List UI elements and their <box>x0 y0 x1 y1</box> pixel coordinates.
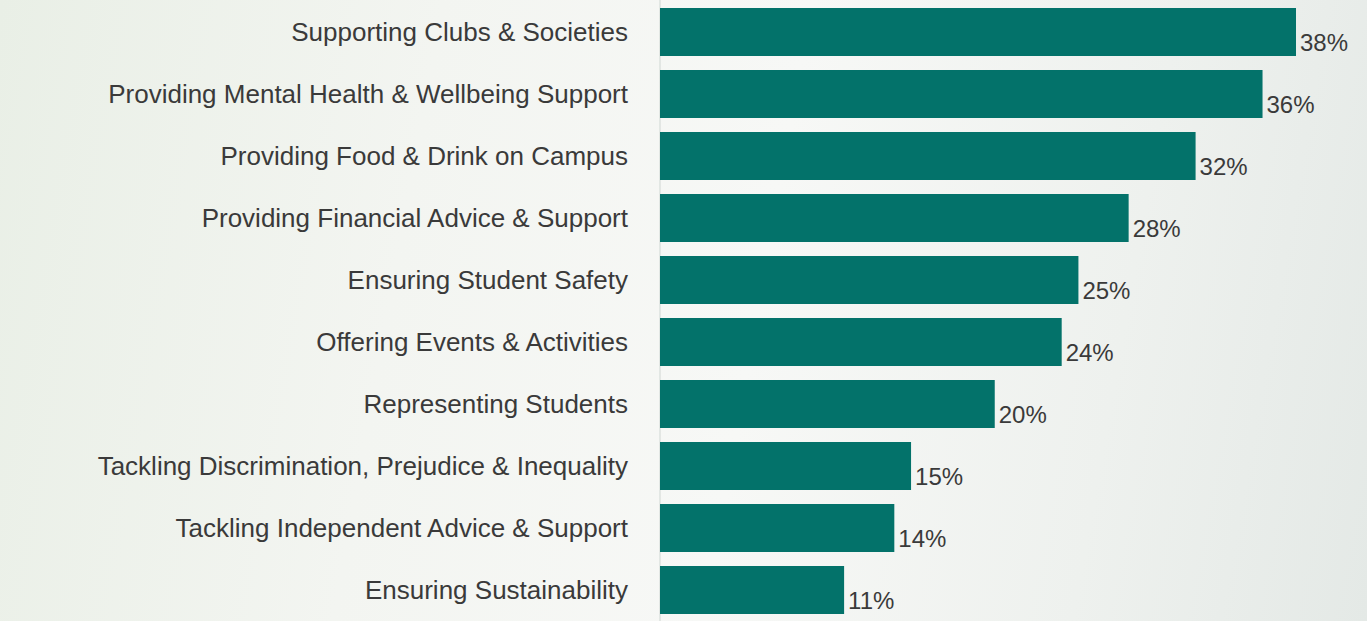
bar <box>660 194 1129 242</box>
category-label: Tackling Discrimination, Prejudice & Ine… <box>98 451 628 481</box>
data-label: 14% <box>898 525 946 552</box>
category-label: Providing Mental Health & Wellbeing Supp… <box>108 79 629 109</box>
category-label: Providing Financial Advice & Support <box>202 203 629 233</box>
bar <box>660 442 911 490</box>
category-label: Ensuring Sustainability <box>365 575 628 605</box>
data-label: 11% <box>848 587 894 614</box>
bar <box>660 380 995 428</box>
data-label: 32% <box>1200 153 1248 180</box>
bar <box>660 318 1062 366</box>
data-label: 25% <box>1082 277 1130 304</box>
bar <box>660 8 1296 56</box>
category-label: Representing Students <box>363 389 628 419</box>
data-label: 20% <box>999 401 1047 428</box>
chart: Supporting Clubs & Societies 38% Providing… <box>0 0 1367 621</box>
bar <box>660 504 894 552</box>
bar <box>660 256 1078 304</box>
category-label: Ensuring Student Safety <box>348 265 628 295</box>
data-label: 36% <box>1267 91 1315 118</box>
data-label: 15% <box>915 463 963 490</box>
category-label: Tackling Independent Advice & Support <box>176 513 629 543</box>
bar <box>660 70 1263 118</box>
category-label: Offering Events & Activities <box>316 327 628 357</box>
data-label: 38% <box>1300 29 1348 56</box>
bar <box>660 566 844 614</box>
category-label: Providing Food & Drink on Campus <box>220 141 628 171</box>
bars <box>660 8 1296 614</box>
category-label: Supporting Clubs & Societies <box>291 17 628 47</box>
data-label: 28% <box>1133 215 1181 242</box>
data-label: 24% <box>1066 339 1114 366</box>
bar <box>660 132 1196 180</box>
